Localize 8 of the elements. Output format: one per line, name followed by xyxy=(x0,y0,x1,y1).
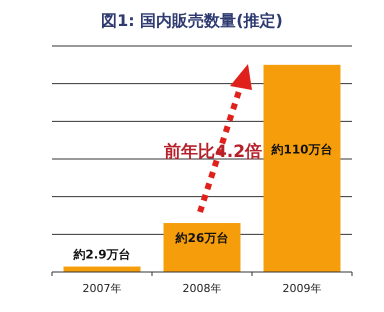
annotation: 前年比4.2倍 xyxy=(162,142,262,162)
data-label: 約26万台 xyxy=(174,231,228,246)
x-tick-label: 2009年 xyxy=(282,282,322,295)
data-label: 約2.9万台 xyxy=(72,248,131,262)
x-tick-label: 2007年 xyxy=(82,282,122,295)
data-label: 約110万台 xyxy=(270,142,333,156)
x-tick-label: 2008年 xyxy=(182,282,222,295)
chart-title: 図1: 国内販売数量(推定) xyxy=(101,11,283,30)
